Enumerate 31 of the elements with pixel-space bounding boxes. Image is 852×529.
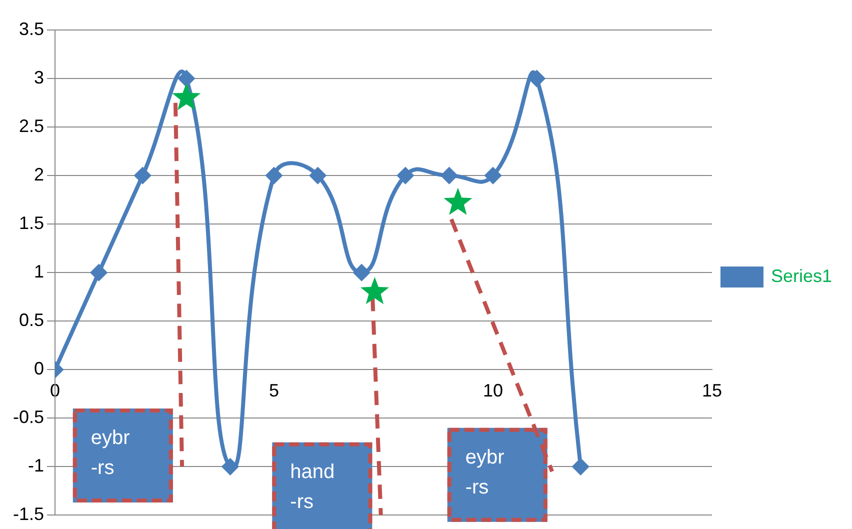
point bbox=[266, 168, 282, 184]
annotation: eybr -rs bbox=[465, 446, 505, 498]
x-tick-label: 10 bbox=[482, 380, 503, 400]
point bbox=[528, 70, 545, 87]
y-tick-label: 0 bbox=[34, 358, 44, 379]
y-tick-label: -1 bbox=[28, 456, 44, 476]
point bbox=[178, 70, 194, 87]
point bbox=[90, 264, 107, 281]
y-tick-label: 1.5 bbox=[18, 213, 44, 234]
y-tick-label: 2.5 bbox=[18, 116, 44, 136]
x-tick-label: 15 bbox=[702, 380, 722, 400]
y-tick-label: 3.5 bbox=[18, 18, 44, 39]
y-tick-label: 1 bbox=[34, 262, 44, 282]
annotation: hand -rs bbox=[290, 460, 335, 513]
point bbox=[134, 168, 151, 184]
y-tick-label: -0.5 bbox=[12, 407, 44, 428]
point bbox=[310, 168, 326, 184]
point bbox=[397, 168, 414, 184]
y-tick-label: -1.5 bbox=[12, 504, 44, 524]
x-tick-label: 5 bbox=[268, 380, 280, 400]
point bbox=[360, 277, 389, 304]
point bbox=[441, 168, 458, 184]
y-tick-label: 0.5 bbox=[18, 310, 44, 330]
point bbox=[222, 458, 238, 475]
y-tick-label: 3 bbox=[34, 67, 44, 88]
point bbox=[354, 264, 370, 281]
point bbox=[572, 458, 589, 475]
y-tick-label: 2 bbox=[34, 164, 44, 185]
legend-label: Series1 bbox=[770, 266, 832, 286]
annotation: eybr -rs bbox=[90, 426, 130, 479]
point bbox=[484, 168, 501, 184]
